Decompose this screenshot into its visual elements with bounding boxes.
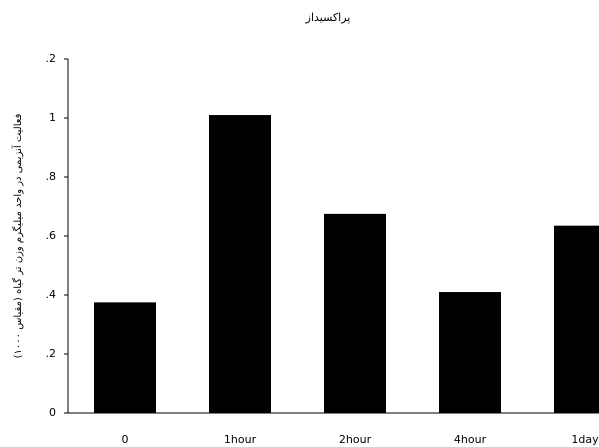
y-tick-label: .2 bbox=[46, 52, 57, 65]
y-tick-label: .4 bbox=[46, 288, 57, 301]
x-tick-label: 2hour bbox=[339, 433, 372, 446]
y-tick-label: .6 bbox=[46, 229, 57, 242]
y-tick-label: .2 bbox=[46, 347, 57, 360]
bar bbox=[324, 213, 386, 413]
y-tick-label: .8 bbox=[46, 170, 57, 183]
x-tick-label: 1hour bbox=[224, 433, 257, 446]
x-tick-label: 4hour bbox=[454, 433, 487, 446]
y-tick-label: 0 bbox=[49, 406, 56, 419]
bar bbox=[94, 302, 156, 413]
x-tick-label: 0 bbox=[122, 433, 129, 446]
chart-title: پراکسیداز bbox=[305, 11, 351, 24]
y-axis-label: فعالیت آنزیمی در واحد میلیگرم وزن تر گیا… bbox=[11, 113, 24, 358]
y-tick-label: 1 bbox=[49, 111, 56, 124]
bar bbox=[209, 115, 271, 414]
bar bbox=[554, 225, 599, 413]
x-tick-label: 1day bbox=[571, 433, 599, 446]
bar bbox=[439, 292, 501, 413]
